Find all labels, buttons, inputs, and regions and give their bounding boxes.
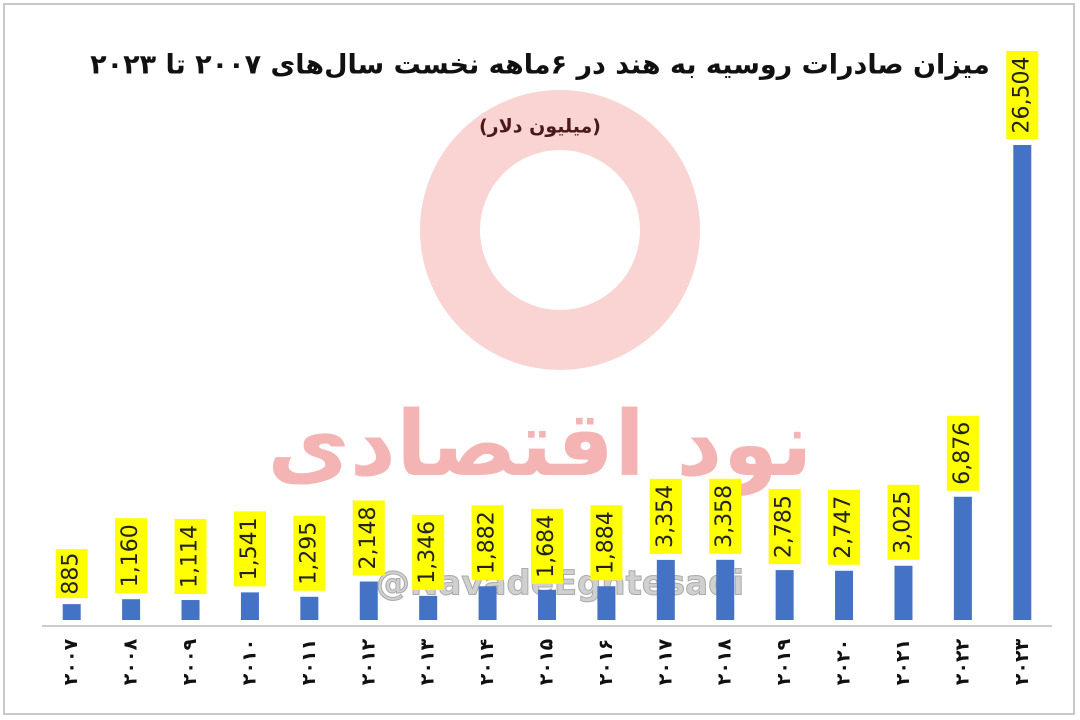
x-tick-label: ۲۰۲۱: [892, 639, 914, 685]
logo-ring: [420, 90, 700, 370]
bar: [894, 565, 913, 620]
value-label: 2,148: [356, 507, 381, 570]
label-box: [293, 515, 326, 591]
bar: [656, 559, 675, 620]
bar: [419, 595, 438, 620]
label-box: [471, 505, 504, 581]
bar: [300, 596, 319, 620]
bar: [597, 586, 616, 620]
value-label: 1,884: [593, 511, 618, 574]
x-tick-label: ۲۰۰۷: [60, 638, 82, 685]
label-box: [946, 415, 979, 491]
label-box: [828, 489, 861, 565]
bar: [1013, 145, 1032, 620]
bar: [478, 586, 497, 620]
label-box: [887, 484, 920, 560]
value-label: 6,876: [950, 422, 975, 485]
x-tick-label: ۲۰۱۷: [654, 638, 676, 685]
bar: [122, 599, 141, 620]
x-tick-label: ۲۰۲۳: [1011, 638, 1033, 685]
x-tick-label: ۲۰۱۳: [417, 638, 439, 685]
value-label: 1,346: [415, 521, 440, 584]
label-box: [174, 519, 207, 595]
x-tick-label: ۲۰۰۹: [179, 638, 201, 685]
value-label: 1,541: [237, 517, 262, 580]
value-label: 2,747: [831, 496, 856, 559]
label-box: [1006, 51, 1039, 139]
x-tick-label: ۲۰۱۶: [595, 639, 617, 685]
label-box: [649, 478, 682, 554]
value-label: 1,684: [534, 515, 559, 578]
bar: [953, 496, 972, 620]
value-label: 1,882: [475, 511, 500, 574]
value-label: 1,160: [118, 524, 143, 587]
bar: [835, 570, 854, 620]
x-tick-label: ۲۰۰۸: [120, 638, 142, 685]
label-box: [590, 505, 623, 581]
label-box: [709, 478, 742, 554]
label-box: [412, 514, 445, 590]
logo: [420, 90, 700, 370]
value-label: 1,295: [296, 522, 321, 585]
bar: [181, 600, 200, 620]
x-tick-label: ۲۰۱۴: [476, 639, 498, 685]
chart-subtitle: (میلیون دلار): [479, 116, 601, 138]
label-box: [531, 508, 563, 584]
bar: [716, 559, 735, 620]
label-box: [233, 511, 266, 587]
value-label: 3,354: [653, 485, 678, 548]
label-box: [115, 518, 148, 594]
x-tick-label: ۲۰۱۰: [238, 639, 260, 685]
bar: [62, 604, 81, 620]
x-tick-label: ۲۰۱۱: [298, 639, 320, 685]
chart-title: میزان صادرات روسیه به هند در ۶ماهه نخست …: [90, 50, 990, 81]
x-tick-label: ۲۰۱۵: [536, 638, 558, 685]
x-tick-label: ۲۰۱۸: [714, 638, 736, 685]
bar: [240, 592, 259, 620]
value-label: 2,785: [772, 495, 797, 558]
value-label: 885: [59, 553, 84, 595]
value-label: 3,025: [890, 491, 915, 554]
x-tick-label: ۲۰۱۲: [357, 638, 379, 685]
x-tick-label: ۲۰۲۰: [833, 639, 855, 685]
label-box: [55, 549, 88, 599]
bar: [775, 570, 794, 620]
label-box: [352, 500, 385, 576]
x-tick-label: ۲۰۲۲: [951, 638, 973, 685]
value-label: 3,358: [712, 485, 737, 548]
x-tick-label: ۲۰۱۹: [773, 638, 795, 685]
value-label: 1,114: [178, 525, 203, 588]
value-label: 26,504: [1009, 57, 1034, 134]
label-box: [768, 489, 801, 565]
bar: [359, 581, 378, 620]
bar: [538, 589, 556, 620]
